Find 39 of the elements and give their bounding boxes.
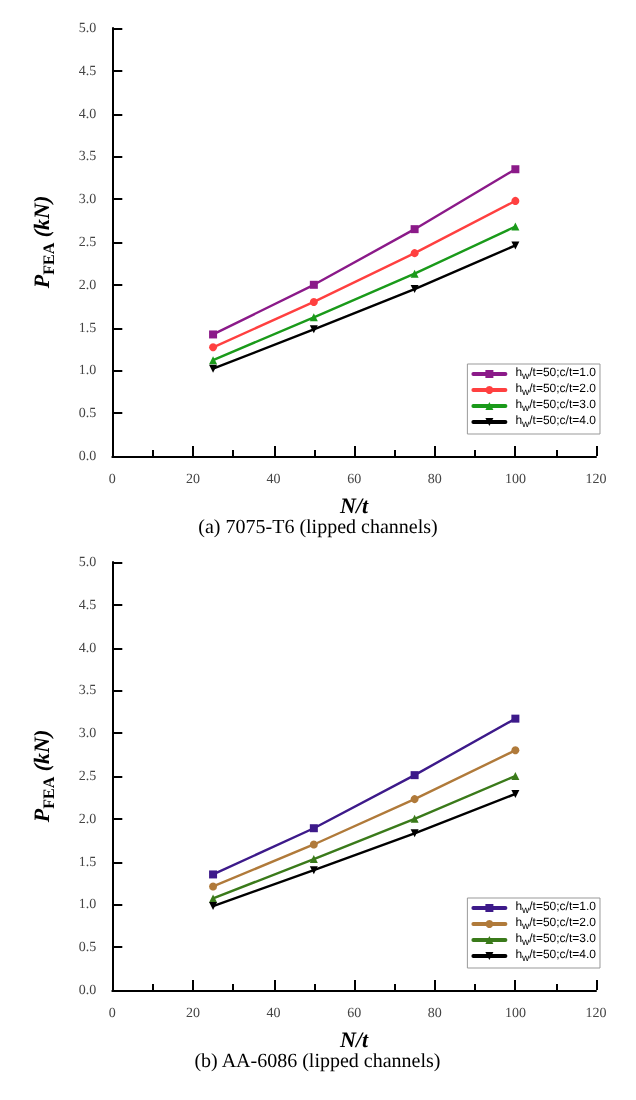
line-series [209,241,520,373]
point [511,789,520,798]
point [410,795,419,804]
point [410,269,419,278]
point [511,772,520,780]
point [209,364,218,373]
point [309,824,318,833]
y-axis-title: PFEA (kN) [31,195,58,289]
point [410,814,419,823]
point [309,297,318,306]
point [410,285,419,294]
point [511,746,520,755]
point [309,325,318,334]
point [410,249,419,258]
line-series [209,789,520,911]
y-axis-title: PFEA (kN) [31,729,58,823]
x-axis-title: N/t [338,494,371,519]
point [511,165,520,174]
point [309,280,318,289]
point [309,855,318,864]
text: (a) 7075-T6 (lipped channels) [198,517,438,539]
point [209,356,218,365]
line-series [209,772,520,903]
point [410,829,419,838]
x-axis-title: N/t [338,1028,371,1053]
point [309,840,318,849]
point [209,870,218,879]
point [511,222,520,231]
point [410,771,419,780]
point [511,714,520,723]
point [511,196,520,205]
point [209,343,218,352]
point [209,330,218,339]
text: (b) AA-6086 (lipped channels) [194,1051,441,1073]
point [209,882,218,891]
point [309,866,318,875]
point [410,225,419,234]
point [511,241,520,250]
point [209,902,218,911]
